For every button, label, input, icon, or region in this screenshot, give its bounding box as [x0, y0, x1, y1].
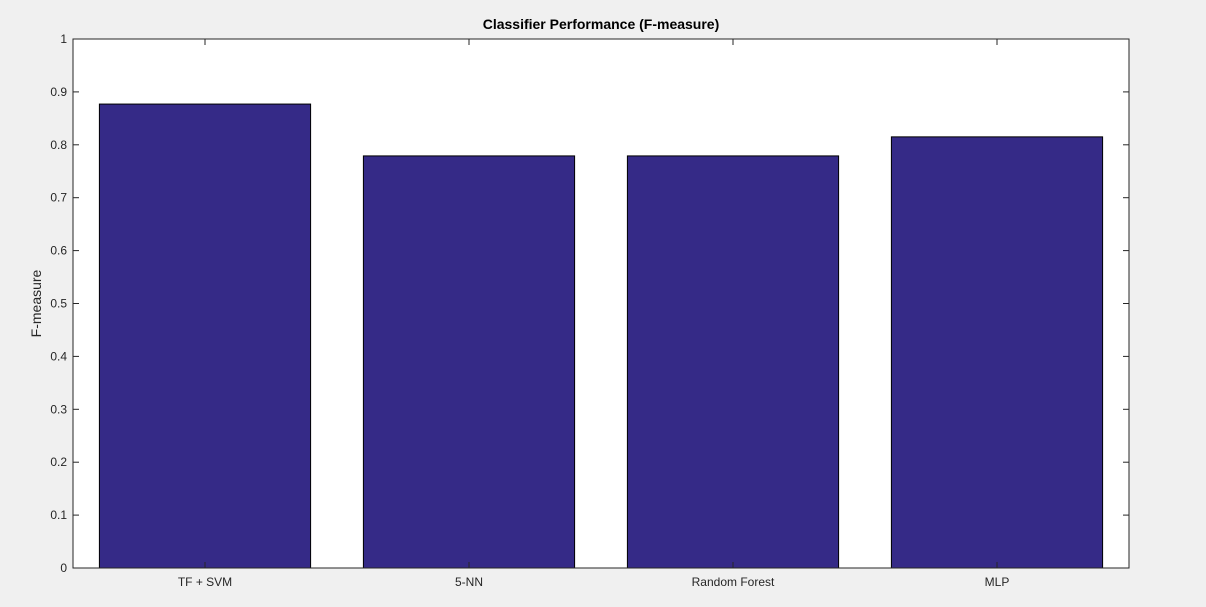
x-tick-label-2: Random Forest	[692, 575, 775, 589]
x-tick-label-1: 5-NN	[455, 575, 483, 589]
y-tick-label-5: 0.5	[50, 297, 67, 311]
bar-3	[890, 136, 1104, 569]
y-tick-label-4: 0.4	[50, 349, 67, 363]
y-tick-label-0: 0	[60, 561, 67, 575]
y-tick-label-7: 0.7	[50, 191, 67, 205]
x-tick-label-0: TF + SVM	[178, 575, 232, 589]
y-tick-label-8: 0.8	[50, 138, 67, 152]
bar-2	[626, 155, 840, 569]
chart-title: Classifier Performance (F-measure)	[483, 16, 720, 32]
axes-box	[72, 38, 1130, 569]
bar-1	[362, 155, 576, 569]
y-tick-label-6: 0.6	[50, 244, 67, 258]
labels-group: TF + SVM 5-NN Random Forest MLP 0 0.1 0.2 0.3 0.…	[50, 32, 1009, 589]
y-axis-label: F-measure	[28, 269, 44, 337]
y-tick-label-10: 1	[60, 32, 67, 46]
y-tick-label-9: 0.9	[50, 85, 67, 99]
y-tick-label-2: 0.2	[50, 455, 67, 469]
bars-group	[98, 103, 1104, 569]
x-tick-label-3: MLP	[985, 575, 1010, 589]
y-tick-label-1: 0.1	[50, 508, 67, 522]
bar-0	[98, 103, 312, 569]
y-tick-label-3: 0.3	[50, 402, 67, 416]
